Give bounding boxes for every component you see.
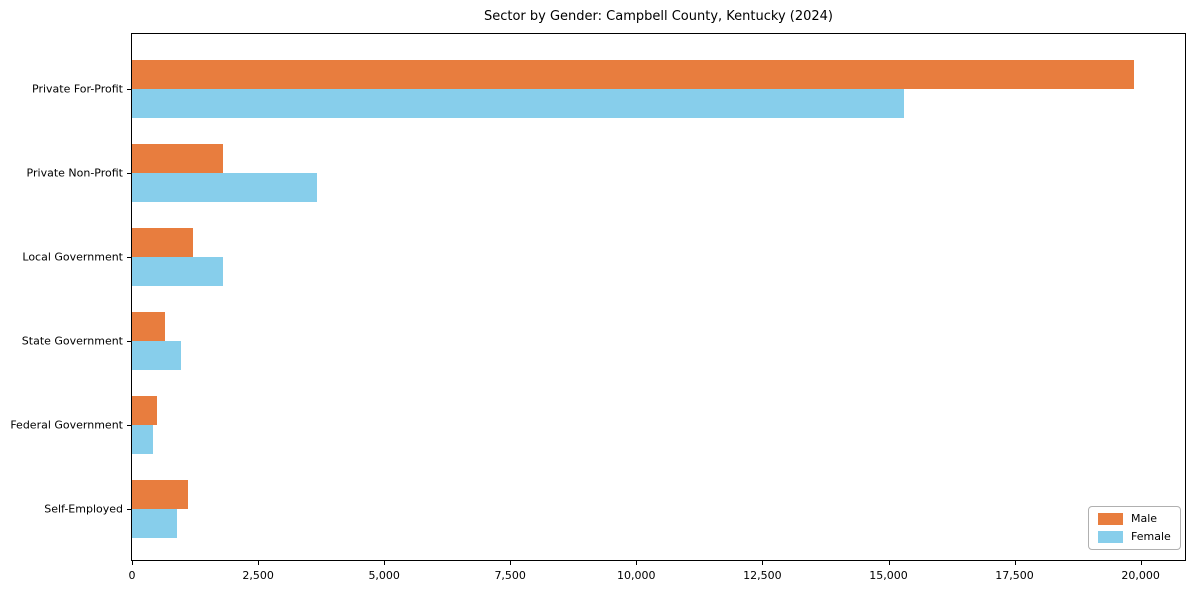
bar-male-private-for-profit xyxy=(132,60,1135,89)
x-tick-mark xyxy=(1014,560,1016,565)
y-tick-mark xyxy=(127,425,132,426)
y-tick-mark xyxy=(127,341,132,342)
x-tick-mark xyxy=(888,560,890,565)
bar-female-self-employed xyxy=(132,509,177,538)
y-tick-label-private-non-profit: Private Non-Profit xyxy=(26,166,123,180)
legend-label-female: Female xyxy=(1131,530,1171,543)
x-tick-mark xyxy=(1140,560,1142,565)
bar-male-federal-government xyxy=(132,396,157,425)
bar-female-private-non-profit xyxy=(132,173,318,202)
bar-female-state-government xyxy=(132,341,181,370)
y-tick-label-private-for-profit: Private For-Profit xyxy=(32,82,123,96)
legend-entry-male: Male xyxy=(1098,513,1171,525)
bar-male-state-government xyxy=(132,312,165,341)
x-tick-label: 12,500 xyxy=(743,569,782,582)
y-tick-label-self-employed: Self-Employed xyxy=(44,502,123,516)
bar-female-federal-government xyxy=(132,425,154,454)
x-tick-mark xyxy=(762,560,764,565)
x-tick-label: 5,000 xyxy=(368,569,400,582)
x-tick-label: 17,500 xyxy=(995,569,1034,582)
x-tick-label: 7,500 xyxy=(494,569,526,582)
y-tick-label-local-government: Local Government xyxy=(22,250,123,264)
bar-male-local-government xyxy=(132,228,193,257)
y-tick-mark xyxy=(127,173,132,174)
chart-title: Sector by Gender: Campbell County, Kentu… xyxy=(483,9,834,24)
x-tick-mark xyxy=(384,560,386,565)
y-tick-mark xyxy=(127,257,132,258)
male-color-swatch xyxy=(1098,513,1123,525)
y-tick-mark xyxy=(127,89,132,90)
x-tick-label: 0 xyxy=(128,569,136,582)
y-tick-label-federal-government: Federal Government xyxy=(10,418,123,432)
x-tick-mark xyxy=(636,560,638,565)
legend-entry-female: Female xyxy=(1098,531,1171,543)
x-tick-mark xyxy=(132,560,133,565)
bar-male-private-non-profit xyxy=(132,144,223,173)
y-tick-label-state-government: State Government xyxy=(21,334,123,348)
x-tick-label: 20,000 xyxy=(1121,569,1160,582)
legend-label-male: Male xyxy=(1131,512,1158,525)
female-color-swatch xyxy=(1098,531,1123,543)
bar-female-local-government xyxy=(132,257,223,286)
x-tick-label: 2,500 xyxy=(242,569,274,582)
plot-area: Private For-Profit Private Non-Profit Loca… xyxy=(10,33,1186,582)
bar-male-self-employed xyxy=(132,480,188,509)
x-tick-mark xyxy=(510,560,512,565)
bar-female-private-for-profit xyxy=(132,89,904,118)
x-tick-label: 10,000 xyxy=(617,569,656,582)
x-tick-label: 15,000 xyxy=(869,569,908,582)
legend: Male Female xyxy=(1088,506,1181,550)
x-tick-mark xyxy=(258,560,260,565)
y-tick-mark xyxy=(127,509,132,510)
